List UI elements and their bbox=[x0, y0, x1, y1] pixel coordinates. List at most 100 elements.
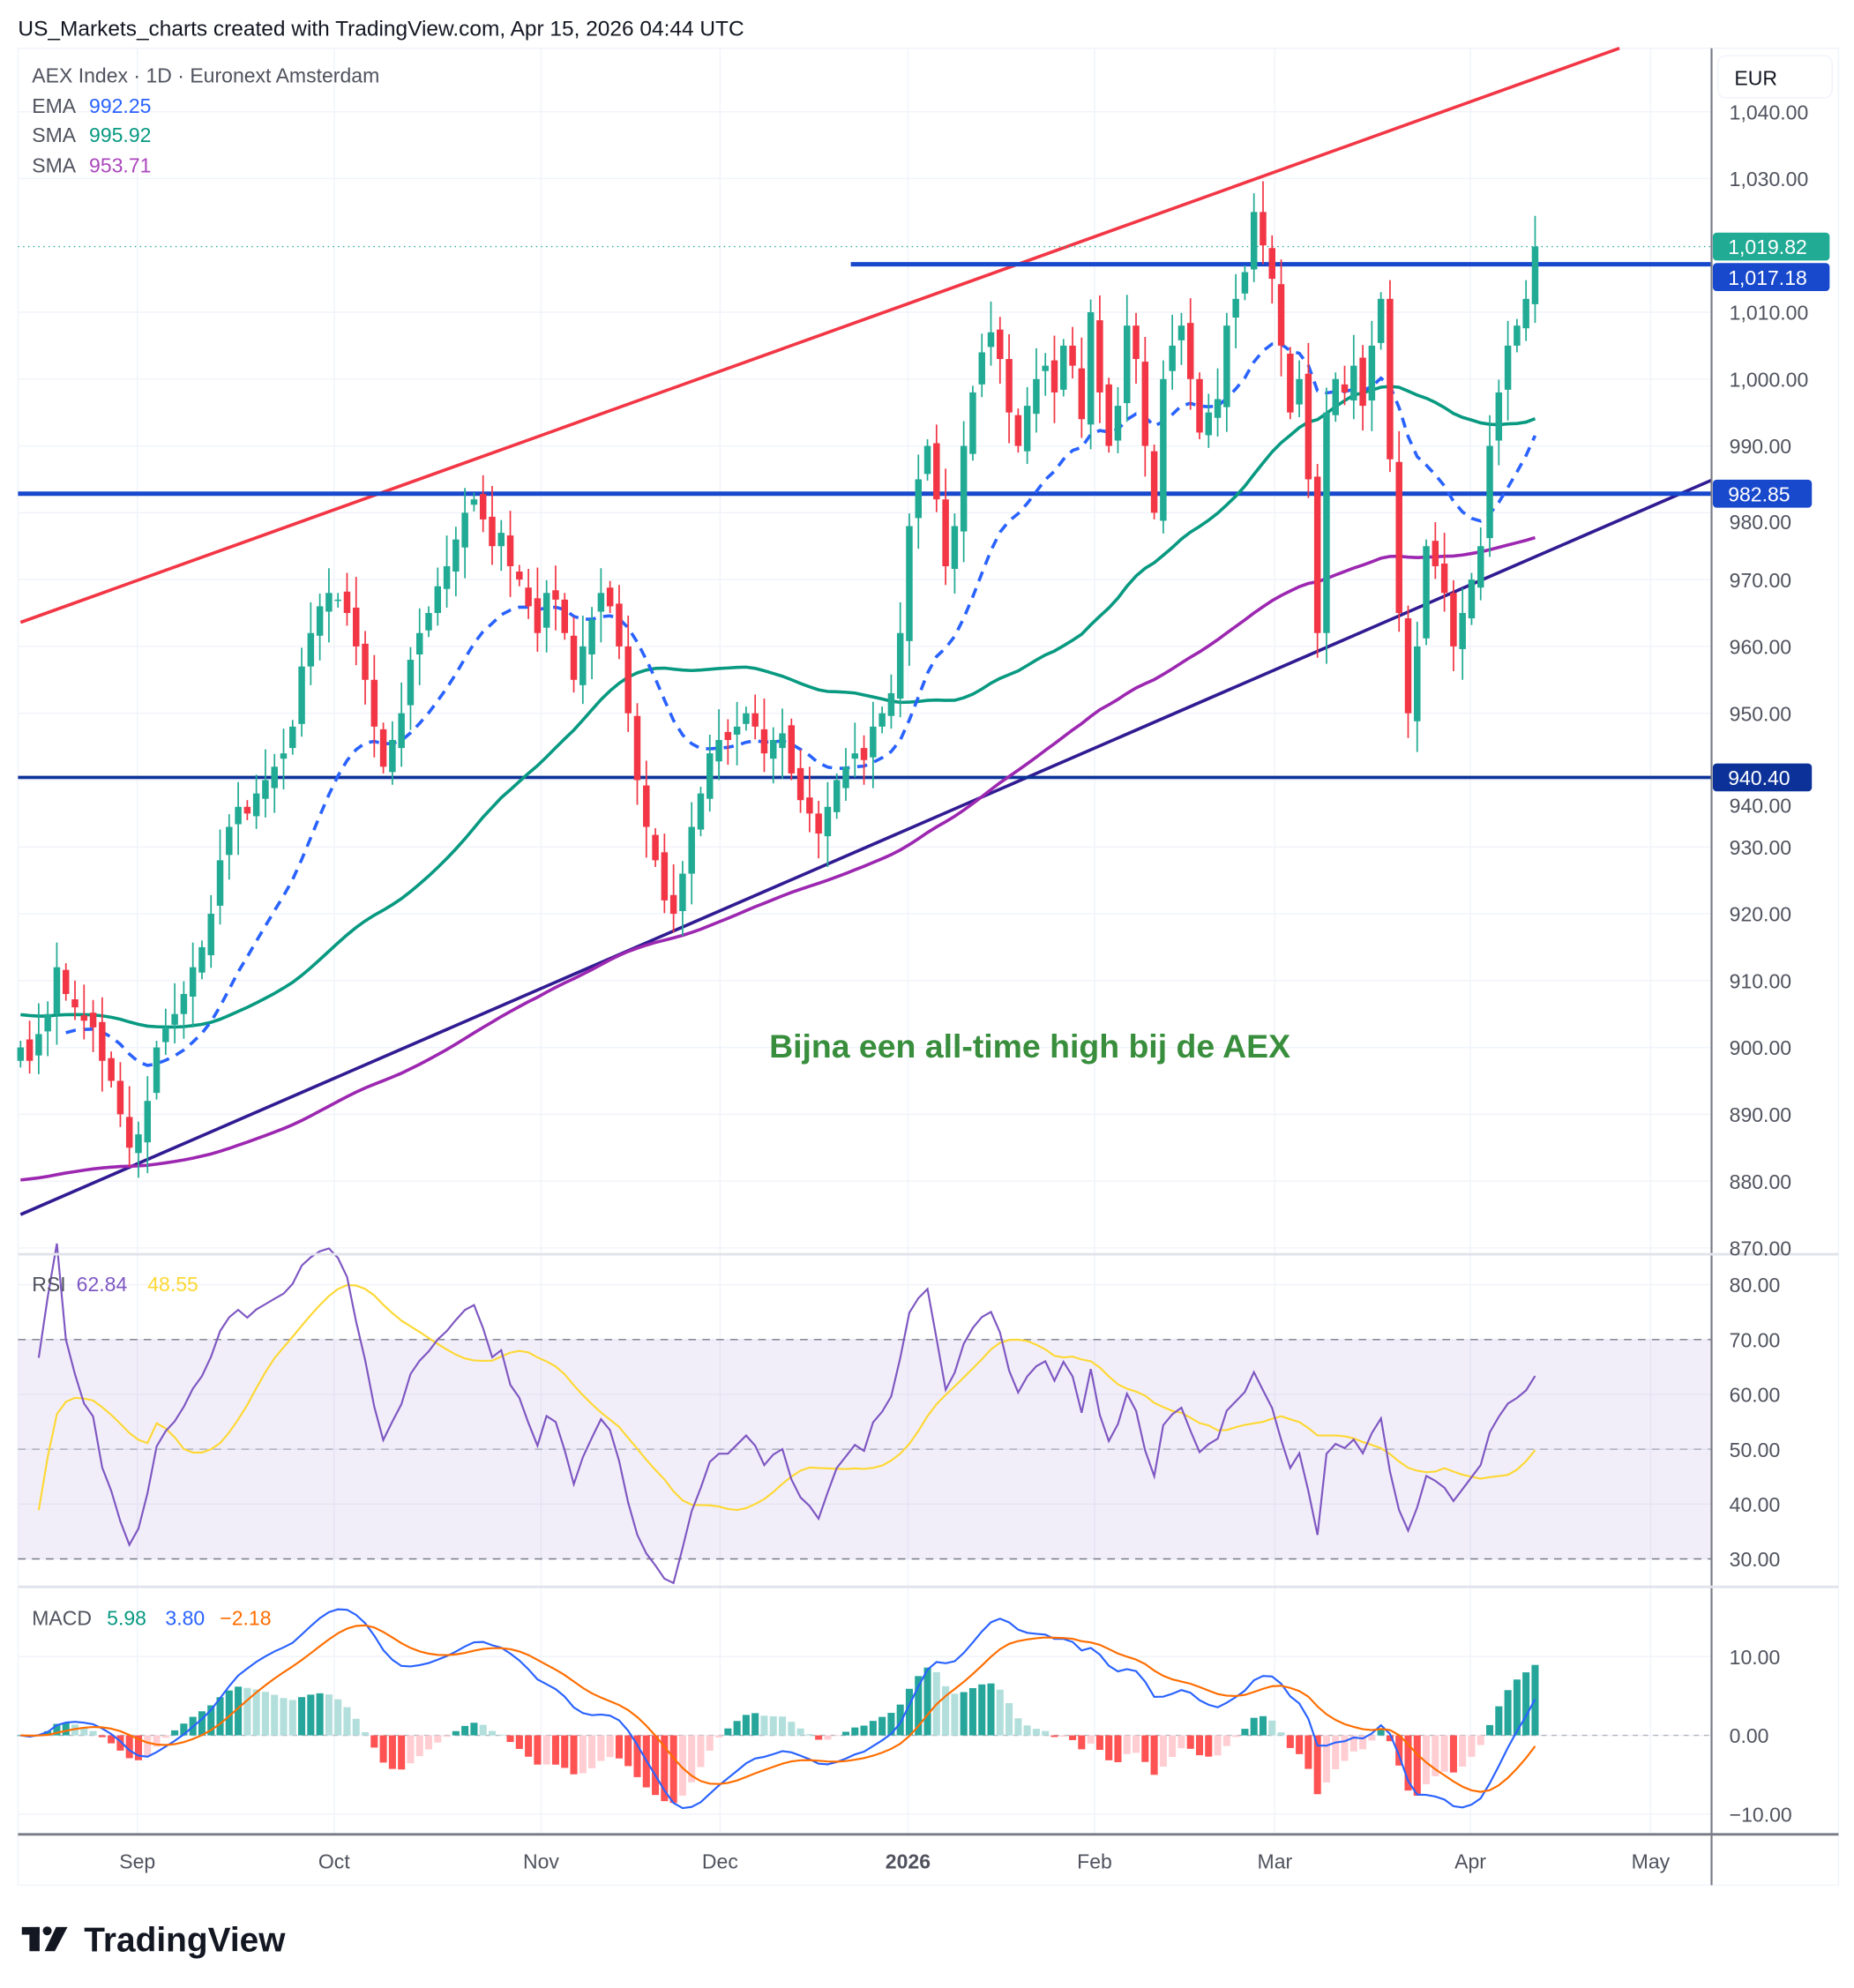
price-axis[interactable]: 1,040.00 1,030.00 1,010.00 1,000.00 990.00 98… bbox=[1730, 101, 1809, 1826]
candle[interactable] bbox=[842, 748, 849, 801]
candle[interactable] bbox=[669, 863, 677, 933]
candle[interactable] bbox=[108, 1051, 115, 1088]
candle[interactable] bbox=[806, 766, 813, 833]
candle[interactable] bbox=[1277, 259, 1285, 377]
candle[interactable] bbox=[262, 749, 269, 818]
candle[interactable] bbox=[833, 773, 841, 819]
ema-label[interactable]: EMA bbox=[32, 94, 77, 117]
candle[interactable] bbox=[679, 861, 686, 937]
candle[interactable] bbox=[1223, 312, 1230, 432]
candle[interactable] bbox=[116, 1062, 124, 1127]
candle[interactable] bbox=[1133, 312, 1140, 385]
candle[interactable] bbox=[1177, 312, 1185, 365]
candle[interactable] bbox=[887, 674, 895, 729]
candle[interactable] bbox=[1440, 533, 1448, 612]
candle[interactable] bbox=[153, 1041, 161, 1100]
candle[interactable] bbox=[1332, 372, 1339, 422]
candle[interactable] bbox=[1005, 334, 1013, 444]
candle[interactable] bbox=[1141, 337, 1149, 477]
candle[interactable] bbox=[715, 709, 722, 781]
time-label[interactable]: Dec bbox=[702, 1850, 738, 1873]
symbol-title[interactable]: AEX Index · 1D · Euronext Amsterdam bbox=[32, 64, 379, 87]
candle[interactable] bbox=[1196, 372, 1203, 439]
candle[interactable] bbox=[1150, 445, 1158, 519]
candle[interactable] bbox=[1350, 334, 1357, 420]
time-label[interactable]: Sep bbox=[119, 1850, 155, 1873]
candle[interactable] bbox=[216, 829, 224, 925]
candle[interactable] bbox=[906, 513, 913, 666]
candle[interactable] bbox=[434, 567, 442, 626]
candle[interactable] bbox=[997, 317, 1004, 385]
candle[interactable] bbox=[1287, 347, 1294, 420]
candle[interactable] bbox=[334, 593, 341, 608]
candle[interactable] bbox=[870, 701, 877, 788]
candle[interactable] bbox=[452, 527, 460, 597]
candle[interactable] bbox=[1323, 387, 1330, 664]
candle[interactable] bbox=[1042, 353, 1049, 396]
rsi-pane[interactable] bbox=[18, 1243, 1712, 1585]
candle[interactable] bbox=[479, 475, 487, 533]
candle[interactable] bbox=[325, 568, 333, 643]
candle[interactable] bbox=[1105, 377, 1112, 453]
time-label[interactable]: Feb bbox=[1077, 1850, 1112, 1873]
candle[interactable] bbox=[1096, 295, 1103, 423]
candle[interactable] bbox=[289, 720, 296, 755]
candle[interactable] bbox=[1368, 320, 1376, 431]
macd-label[interactable]: MACD bbox=[32, 1606, 92, 1629]
candle[interactable] bbox=[379, 722, 387, 774]
candle[interactable] bbox=[1050, 335, 1058, 423]
candle[interactable] bbox=[1087, 299, 1095, 450]
macd-pane[interactable] bbox=[17, 1608, 1712, 1810]
candle[interactable] bbox=[951, 513, 959, 594]
candle[interactable] bbox=[252, 774, 260, 829]
candle[interactable] bbox=[89, 999, 97, 1052]
candle[interactable] bbox=[180, 981, 188, 1039]
candle[interactable] bbox=[878, 706, 886, 734]
time-label[interactable]: Oct bbox=[318, 1850, 350, 1873]
time-label[interactable]: Mar bbox=[1258, 1850, 1293, 1873]
time-label[interactable]: 2026 bbox=[886, 1850, 931, 1873]
candle[interactable] bbox=[688, 802, 695, 905]
candle[interactable] bbox=[415, 608, 423, 685]
support-trendline[interactable] bbox=[19, 478, 1713, 1216]
candle[interactable] bbox=[1377, 292, 1385, 350]
candle[interactable] bbox=[1387, 280, 1394, 473]
candle[interactable] bbox=[969, 385, 976, 461]
candle[interactable] bbox=[298, 647, 305, 737]
candle[interactable] bbox=[99, 997, 106, 1092]
candle[interactable] bbox=[824, 781, 832, 867]
candle[interactable] bbox=[343, 572, 351, 626]
sma50-label[interactable]: SMA bbox=[32, 123, 77, 146]
candle[interactable] bbox=[516, 564, 523, 587]
candle[interactable] bbox=[942, 468, 949, 586]
candle[interactable] bbox=[751, 694, 759, 740]
candle[interactable] bbox=[443, 535, 451, 608]
candle[interactable] bbox=[316, 594, 324, 661]
candle[interactable] bbox=[389, 721, 396, 785]
candle[interactable] bbox=[62, 963, 70, 1001]
candle[interactable] bbox=[978, 333, 985, 398]
candle[interactable] bbox=[915, 454, 922, 549]
candle[interactable] bbox=[461, 488, 468, 579]
candle[interactable] bbox=[1486, 415, 1493, 557]
candle[interactable] bbox=[17, 1041, 25, 1068]
candle[interactable] bbox=[923, 438, 931, 481]
candle[interactable] bbox=[162, 1008, 169, 1055]
candle[interactable] bbox=[1468, 572, 1476, 625]
time-label[interactable]: Nov bbox=[523, 1850, 559, 1873]
candle[interactable] bbox=[307, 602, 315, 685]
candle[interactable] bbox=[960, 421, 968, 563]
candle[interactable] bbox=[235, 781, 242, 856]
candle[interactable] bbox=[425, 606, 432, 638]
candle[interactable] bbox=[1459, 587, 1466, 680]
candle[interactable] bbox=[769, 727, 777, 784]
candle[interactable] bbox=[506, 511, 514, 597]
price-pane[interactable] bbox=[17, 46, 1713, 1216]
candle[interactable] bbox=[588, 607, 595, 680]
candle[interactable] bbox=[1169, 315, 1176, 390]
candle[interactable] bbox=[198, 940, 206, 980]
candle[interactable] bbox=[1114, 386, 1122, 453]
candle[interactable] bbox=[779, 708, 786, 779]
candle[interactable] bbox=[796, 749, 804, 813]
candle[interactable] bbox=[80, 984, 88, 1040]
